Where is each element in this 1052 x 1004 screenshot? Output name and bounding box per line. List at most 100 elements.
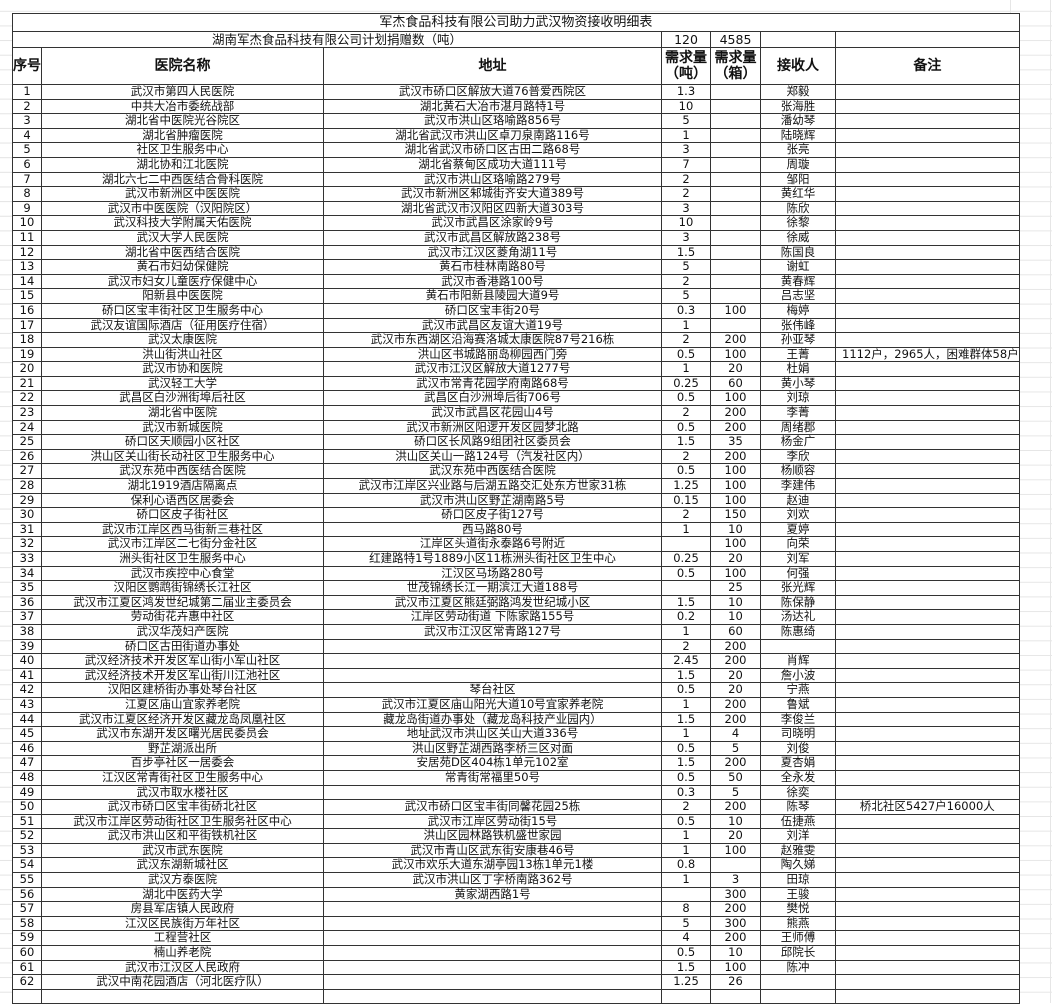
- cell-boxes: 10: [710, 945, 761, 961]
- cell-hospital-name: 武汉市新洲区中医医院: [41, 186, 324, 202]
- cell-receiver: 陈保静: [760, 594, 836, 611]
- cell-receiver: 张伟峰: [760, 317, 836, 334]
- cell-tons: 1.25: [661, 478, 711, 494]
- cell-boxes: 100: [710, 536, 761, 552]
- cell-receiver: 夏婷: [760, 521, 836, 538]
- cell-boxes: 50: [710, 769, 761, 786]
- cell-no: 6: [12, 156, 42, 173]
- cell-note: [835, 302, 1020, 319]
- table-row: 44 武汉市江夏区经济开发区藏龙岛凤凰社区 藏龙岛街道办事处（藏龙岛科技产业园内） 1…: [12, 711, 1020, 728]
- cell-boxes: [710, 84, 761, 100]
- cell-tons: 0.8: [661, 857, 711, 874]
- cell-hospital-name: 江汉区民族街万年社区: [41, 915, 324, 932]
- cell-address: 世茂锦绣长江一期滨江大道188号: [323, 580, 662, 596]
- cell-receiver: 鲁斌: [760, 696, 836, 713]
- cell-receiver: 邹阳: [760, 171, 836, 188]
- cell-no: 7: [12, 171, 42, 188]
- cell-boxes: 200: [710, 711, 761, 728]
- cell-no: 34: [12, 565, 42, 582]
- cell-receiver: 向荣: [760, 536, 836, 552]
- cell-hospital-name: 武汉市江岸区二七街分金社区: [41, 536, 324, 552]
- cell-hospital-name: 武汉大学人民医院: [41, 229, 324, 246]
- cell-hospital-name: 野芷湖派出所: [41, 740, 324, 757]
- cell-address: 武汉市洪山区野芷湖南路5号: [323, 492, 662, 509]
- cell-hospital-name: 武汉市武东医院: [41, 842, 324, 859]
- table-row: 50 武汉市硚口区宝丰街硚北社区 武汉市硚口区宝丰街同馨花园25栋 2 200 陈琴 桥北社…: [12, 799, 1020, 815]
- cell-receiver: 宁燕: [760, 682, 836, 698]
- cell-tons: 10: [661, 215, 711, 231]
- cell-note: [835, 755, 1020, 771]
- cell-receiver: 刘琼: [760, 390, 836, 407]
- header-boxes: 需求量（箱）: [710, 47, 761, 85]
- table-row: 31 武汉市江岸区西马街新三巷社区 西马路80号 1 10 夏婷: [12, 521, 1020, 538]
- cell-hospital-name: 武汉经济技术开发区军山街小军山社区: [41, 653, 324, 669]
- cell-tons: 2: [661, 332, 711, 348]
- cell-boxes: 100: [710, 478, 761, 494]
- cell-note: [835, 828, 1020, 844]
- cell-receiver: 张亮: [760, 142, 836, 158]
- cell-no: 10: [12, 215, 42, 231]
- cell-tons: [661, 536, 711, 552]
- cell-boxes: [710, 186, 761, 202]
- cell-boxes: 4: [710, 726, 761, 742]
- cell-hospital-name: 武汉市江岸区西马街新三巷社区: [41, 521, 324, 538]
- cell-hospital-name: 阳新县中医医院: [41, 288, 324, 304]
- cell-boxes: 200: [710, 799, 761, 815]
- cell-no: 47: [12, 755, 42, 771]
- cell-receiver: 陈琴: [760, 799, 836, 815]
- table-row: 49 武汉市取水楼社区 0.3 5 徐奕: [12, 784, 1020, 801]
- cell-no: 22: [12, 390, 42, 407]
- cell-note: [835, 594, 1020, 611]
- cell-note: [835, 478, 1020, 494]
- cell-no: 20: [12, 361, 42, 377]
- cell-hospital-name: 湖北中医药大学: [41, 886, 324, 903]
- cell-boxes: 200: [710, 696, 761, 713]
- cell-boxes: [710, 156, 761, 173]
- cell-tons: 1.5: [661, 711, 711, 728]
- cell-hospital-name: 硚口区古田街道办事处: [41, 638, 324, 655]
- cell-no: 28: [12, 478, 42, 494]
- cell-note: [835, 171, 1020, 188]
- cell-note: [835, 448, 1020, 465]
- cell-no: 25: [12, 434, 42, 450]
- cell-boxes: 10: [710, 594, 761, 611]
- cell-tons: 1: [661, 127, 711, 144]
- cell-tons: 5: [661, 288, 711, 304]
- cell-boxes: 100: [710, 959, 761, 976]
- cell-hospital-name: 武汉东苑中西医结合医院: [41, 463, 324, 480]
- cell-note: [835, 244, 1020, 261]
- cell-tons: 5: [661, 915, 711, 932]
- cell-no: 58: [12, 915, 42, 932]
- cell-note: [835, 507, 1020, 523]
- cell-receiver: 肖辉: [760, 653, 836, 669]
- cell-hospital-name: 武汉市第四人民医院: [41, 84, 324, 100]
- cell-receiver: [760, 638, 836, 655]
- table-row: 11 武汉大学人民医院 武汉市武昌区解放路238号 3 徐威: [12, 229, 1020, 246]
- cell-address: 武汉市武昌区花园山4号: [323, 405, 662, 421]
- cell-no: 16: [12, 302, 42, 319]
- cell-tons: 3: [661, 142, 711, 158]
- title-row: 军杰食品科技有限公司助力武汉物资接收明细表: [12, 13, 1020, 32]
- cell-address: [323, 901, 662, 917]
- cell-note: [835, 945, 1020, 961]
- cell-note: [835, 813, 1020, 830]
- cell-no: 18: [12, 332, 42, 348]
- cell-address: 湖北省武汉市硚口区古田二路68号: [323, 142, 662, 158]
- plan-boxes: 4585: [710, 31, 761, 48]
- cell-address: [323, 653, 662, 669]
- cell-tons: 1.5: [661, 244, 711, 261]
- cell-tons: 1.25: [661, 974, 711, 990]
- cell-boxes: 5: [710, 784, 761, 801]
- table-row: 13 黄石市妇幼保健院 黄石市桂林南路80号 5 谢虹: [12, 259, 1020, 275]
- cell-no: 35: [12, 580, 42, 596]
- cell-note: [835, 711, 1020, 728]
- table-row: 27 武汉东苑中西医结合医院 武汉东苑中西医结合医院 0.5 100 杨顺容: [12, 463, 1020, 480]
- cell-hospital-name: 湖北省中医西结合医院: [41, 244, 324, 261]
- cell-boxes: [710, 142, 761, 158]
- cell-boxes: [710, 171, 761, 188]
- table-row: 4 湖北省肿瘤医院 湖北省武汉市洪山区卓刀泉南路116号 1 陆晓辉: [12, 127, 1020, 144]
- cell-tons: 0.15: [661, 492, 711, 509]
- cell-boxes: 35: [710, 434, 761, 450]
- plan-tons: 120: [661, 31, 711, 48]
- cell-tons: 1: [661, 317, 711, 334]
